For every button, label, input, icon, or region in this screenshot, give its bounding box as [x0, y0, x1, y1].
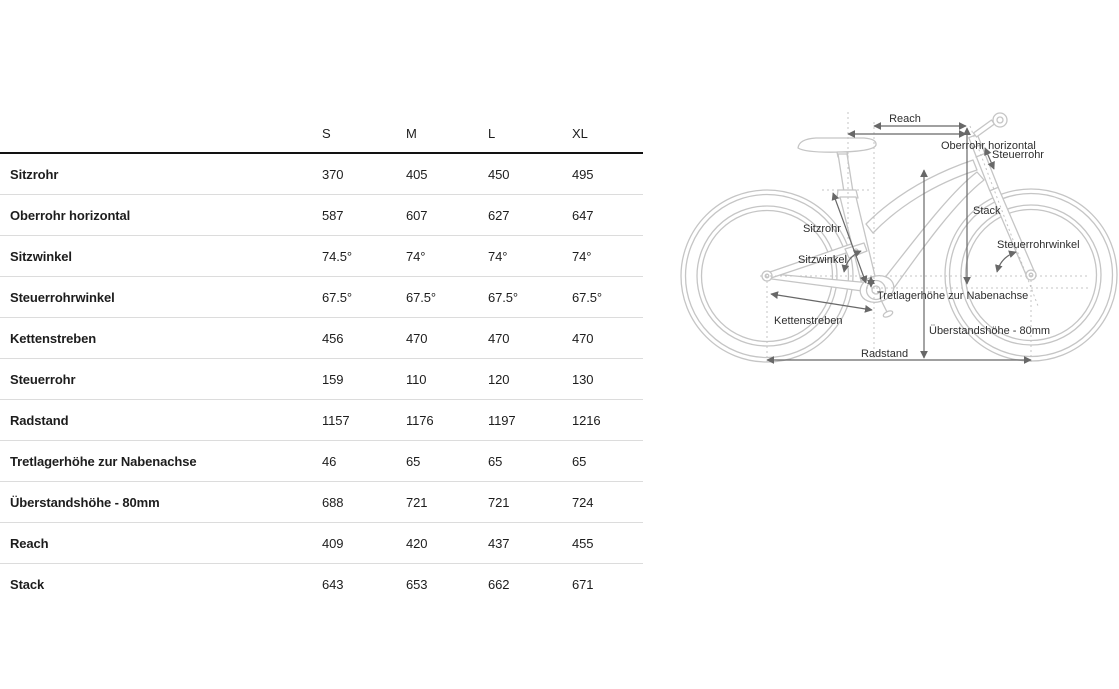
row-value: 450	[488, 166, 510, 182]
steuerrohrwinkel-arc	[995, 250, 1017, 273]
label-sitzrohr: Sitzrohr	[803, 223, 841, 235]
row-value: 46	[322, 453, 337, 469]
row-value: 1176	[406, 412, 434, 428]
row-value: 607	[406, 207, 428, 223]
row-value: 120	[488, 371, 510, 387]
row-label: Stack	[10, 576, 45, 592]
table-row: Sitzrohr 370 405 450 495	[0, 154, 643, 195]
row-value: 721	[406, 494, 428, 510]
table-header-row: S M L XL	[0, 114, 643, 154]
bike-diagram-svg: Reach Oberrohr horizontal Steuerrohr Sta…	[680, 112, 1118, 364]
column-header-l: L	[488, 125, 496, 141]
label-radstand: Radstand	[861, 348, 908, 360]
table-row: Kettenstreben 456 470 470 470	[0, 318, 643, 359]
label-oberrohr: Oberrohr horizontal	[941, 140, 1036, 152]
row-value: 65	[572, 453, 587, 469]
row-value: 67.5°	[406, 289, 437, 305]
row-label: Steuerrohrwinkel	[10, 289, 115, 305]
row-value: 110	[406, 371, 427, 387]
dimension-arrows	[766, 122, 1032, 364]
row-value: 370	[322, 166, 344, 182]
row-value: 130	[572, 371, 594, 387]
row-value: 627	[488, 207, 510, 223]
row-value: 662	[488, 576, 510, 592]
table-row: Steuerrohrwinkel 67.5° 67.5° 67.5° 67.5°	[0, 277, 643, 318]
row-value: 67.5°	[322, 289, 353, 305]
label-ueberstandshoehe: Überstandshöhe - 80mm	[929, 325, 1050, 337]
row-value: 495	[572, 166, 594, 182]
table-row: Stack 643 653 662 671	[0, 564, 643, 604]
column-header-s: S	[322, 125, 331, 141]
column-header-xl: XL	[572, 125, 588, 141]
table-row: Überstandshöhe - 80mm 688 721 721 724	[0, 482, 643, 523]
row-value: 653	[406, 576, 428, 592]
table-row: Steuerrohr 159 110 120 130	[0, 359, 643, 400]
row-label: Oberrohr horizontal	[10, 207, 131, 223]
row-value: 470	[488, 330, 510, 346]
row-value: 159	[322, 371, 344, 387]
row-value: 409	[322, 535, 344, 551]
row-value: 67.5°	[488, 289, 519, 305]
table-row: Sitzwinkel 74.5° 74° 74° 74°	[0, 236, 643, 277]
row-value: 1157	[322, 412, 350, 428]
row-value: 455	[572, 535, 594, 551]
row-value: 74°	[488, 248, 508, 264]
row-label: Kettenstreben	[10, 330, 97, 346]
row-value: 74°	[572, 248, 592, 264]
label-tretlagerhoehe: Tretlagerhöhe zur Nabenachse	[877, 290, 1028, 302]
table-body: Sitzrohr 370 405 450 495 Oberrohr horizo…	[0, 154, 643, 604]
row-label: Radstand	[10, 412, 69, 428]
row-value: 65	[488, 453, 503, 469]
label-stack: Stack	[973, 205, 1001, 217]
row-value: 724	[572, 494, 594, 510]
table-row: Oberrohr horizontal 587 607 627 647	[0, 195, 643, 236]
column-header-m: M	[406, 125, 417, 141]
label-steuerrohr: Steuerrohr	[992, 149, 1044, 161]
row-value: 688	[322, 494, 344, 510]
row-value: 437	[488, 535, 510, 551]
row-label: Steuerrohr	[10, 371, 76, 387]
table-row: Reach 409 420 437 455	[0, 523, 643, 564]
row-value: 405	[406, 166, 428, 182]
row-value: 456	[322, 330, 344, 346]
row-value: 647	[572, 207, 594, 223]
row-value: 65	[406, 453, 421, 469]
row-label: Sitzrohr	[10, 166, 59, 182]
sitzwinkel-arc	[841, 250, 862, 273]
table-row: Tretlagerhöhe zur Nabenachse 46 65 65 65	[0, 441, 643, 482]
steuerrohr-arrow	[984, 147, 995, 170]
label-kettenstreben: Kettenstreben	[774, 315, 843, 327]
row-value: 721	[488, 494, 510, 510]
row-value: 74°	[406, 248, 426, 264]
row-label: Reach	[10, 535, 49, 551]
row-value: 671	[572, 576, 594, 592]
row-label: Sitzwinkel	[10, 248, 72, 264]
row-value: 74.5°	[322, 248, 353, 264]
row-label: Überstandshöhe - 80mm	[10, 494, 160, 510]
label-steuerrohrwinkel: Steuerrohrwinkel	[997, 239, 1080, 251]
bike-geometry-diagram: Reach Oberrohr horizontal Steuerrohr Sta…	[670, 100, 1119, 380]
kettenstreben-arrow	[770, 291, 873, 313]
geometry-table: S M L XL Sitzrohr 370 405 450 495 Oberro…	[0, 114, 643, 604]
row-value: 67.5°	[572, 289, 603, 305]
row-value: 643	[322, 576, 344, 592]
row-value: 587	[322, 207, 344, 223]
row-label: Tretlagerhöhe zur Nabenachse	[10, 453, 197, 469]
label-reach: Reach	[889, 113, 921, 125]
diagram-labels: Reach Oberrohr horizontal Steuerrohr Sta…	[774, 113, 1080, 360]
row-value: 470	[406, 330, 428, 346]
row-value: 1216	[572, 412, 601, 428]
table-row: Radstand 1157 1176 1197 1216	[0, 400, 643, 441]
row-value: 470	[572, 330, 594, 346]
row-value: 1197	[488, 412, 516, 428]
label-sitzwinkel: Sitzwinkel	[798, 254, 847, 266]
row-value: 420	[406, 535, 428, 551]
